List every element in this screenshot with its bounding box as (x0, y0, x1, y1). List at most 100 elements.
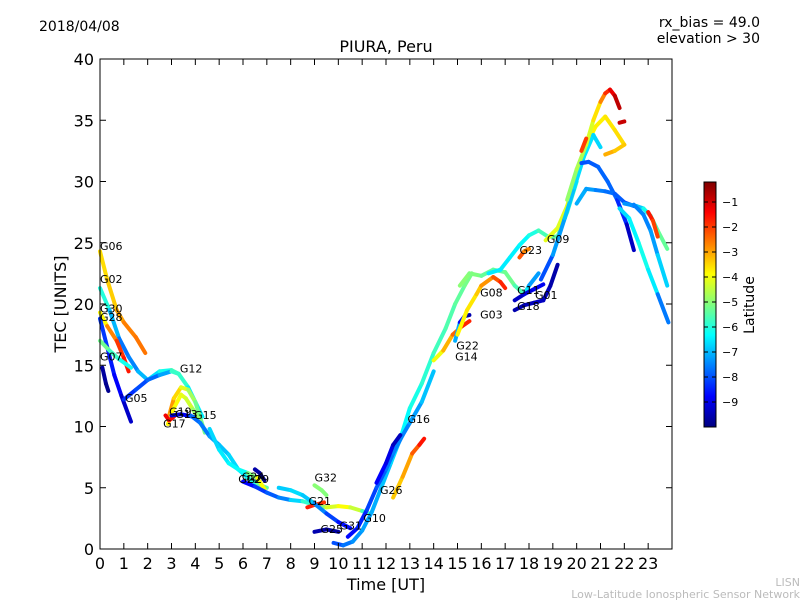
series-segment (655, 228, 670, 251)
series-segment (407, 381, 424, 411)
series-segment (126, 354, 141, 374)
series-segment (186, 387, 198, 404)
series-segment (324, 527, 341, 534)
series-segment (183, 396, 195, 412)
series-segment (538, 253, 555, 282)
series-g09 (543, 114, 627, 243)
series-segment (157, 369, 174, 378)
series-segment (465, 292, 479, 313)
satellite-label: G08 (480, 287, 503, 300)
y-tick-label: 30 (74, 173, 94, 192)
series-segment (319, 488, 329, 498)
series-segment (627, 216, 641, 245)
colorbar-tick-label: −4 (722, 271, 738, 284)
elevation-text: elevation > 30 (657, 31, 760, 47)
series-segment (400, 420, 412, 438)
satellite-label: G22 (238, 473, 261, 486)
series-g30 (98, 310, 131, 374)
series-segment (98, 310, 110, 329)
series-g16 (374, 433, 403, 485)
series-g06 (98, 249, 148, 355)
series-g23 (517, 246, 531, 260)
series-segment (517, 233, 531, 248)
series-segment (379, 461, 393, 490)
series-g22 (207, 426, 267, 491)
colorbar-tick-label: −3 (722, 246, 738, 259)
series-segment (264, 490, 281, 500)
series-g10 (331, 271, 474, 548)
series-segment (107, 348, 122, 362)
series-segment (531, 282, 546, 292)
x-tick-label: 6 (238, 554, 248, 573)
colorbar-tick-label: −7 (722, 346, 738, 359)
x-tick-label: 7 (262, 554, 272, 573)
series-g09k (617, 119, 627, 125)
series-segment (105, 277, 119, 313)
series-g19 (163, 413, 176, 423)
x-tick-label: 22 (614, 554, 634, 573)
x-tick-label: 8 (286, 554, 296, 573)
series-segment (136, 369, 150, 382)
series-segment (121, 387, 138, 402)
series-segment (503, 270, 517, 288)
series-segment (171, 385, 184, 401)
satellite-label: G12 (180, 363, 203, 376)
series-segment (374, 467, 388, 490)
series-segment (312, 527, 329, 534)
satellite-label: G31 (340, 519, 363, 532)
series-segment (374, 461, 388, 485)
series-segment (217, 442, 231, 457)
series-segment (591, 132, 603, 150)
satellite-label-layer: G06G02G30G28G07G05G12G17G19G13G15G22G29G… (100, 233, 569, 536)
y-axis-label: TEC [UNITS] (51, 256, 70, 354)
series-layer (98, 87, 671, 548)
series-segment (98, 286, 112, 313)
x-tick-label: 13 (400, 554, 420, 573)
series-segment (114, 338, 126, 360)
series-segment (574, 142, 589, 172)
x-tick-label: 3 (166, 554, 176, 573)
series-g09j (603, 142, 627, 157)
series-segment (407, 400, 424, 425)
series-segment (543, 226, 560, 243)
satellite-label: G32 (315, 472, 338, 485)
series-segment (522, 246, 531, 254)
satellite-label: G15 (194, 409, 217, 422)
series-segment (364, 485, 379, 512)
y-tick-label: 10 (74, 418, 94, 437)
x-axis-label: Time [UT] (346, 575, 425, 594)
satellite-label: G25 (320, 523, 343, 536)
series-segment (176, 371, 191, 390)
x-tick-label: 14 (423, 554, 443, 573)
series-segment (391, 433, 403, 447)
series-segment (441, 332, 455, 353)
colorbar-label: Latitude (742, 276, 758, 334)
series-segment (98, 249, 110, 282)
series-segment (591, 99, 603, 123)
colorbar-tick-label: −6 (722, 321, 738, 334)
series-g32 (312, 483, 329, 498)
series-segment (355, 507, 369, 531)
series-segment (276, 485, 293, 493)
y-tick-label: 25 (74, 234, 94, 253)
x-tick-label: 16 (471, 554, 491, 573)
series-segment (207, 426, 222, 452)
series-segment (574, 186, 589, 206)
series-segment (512, 283, 527, 297)
satellite-label: G16 (407, 413, 430, 426)
satellite-label: G05 (125, 392, 148, 405)
series-segment (486, 267, 503, 276)
network-credit: Low-Latitude Ionospheric Sensor Network (571, 588, 800, 600)
series-segment (198, 420, 212, 439)
series-segment (579, 136, 589, 153)
series-segment (631, 202, 646, 217)
series-segment (117, 357, 133, 370)
series-segment (612, 191, 627, 205)
y-tick-label: 15 (74, 356, 94, 375)
series-segment (636, 240, 651, 272)
x-tick-label: 17 (495, 554, 515, 573)
series-segment (255, 475, 267, 491)
series-segment (312, 501, 329, 516)
y-tick-label: 40 (74, 50, 94, 69)
series-segment (655, 292, 671, 325)
